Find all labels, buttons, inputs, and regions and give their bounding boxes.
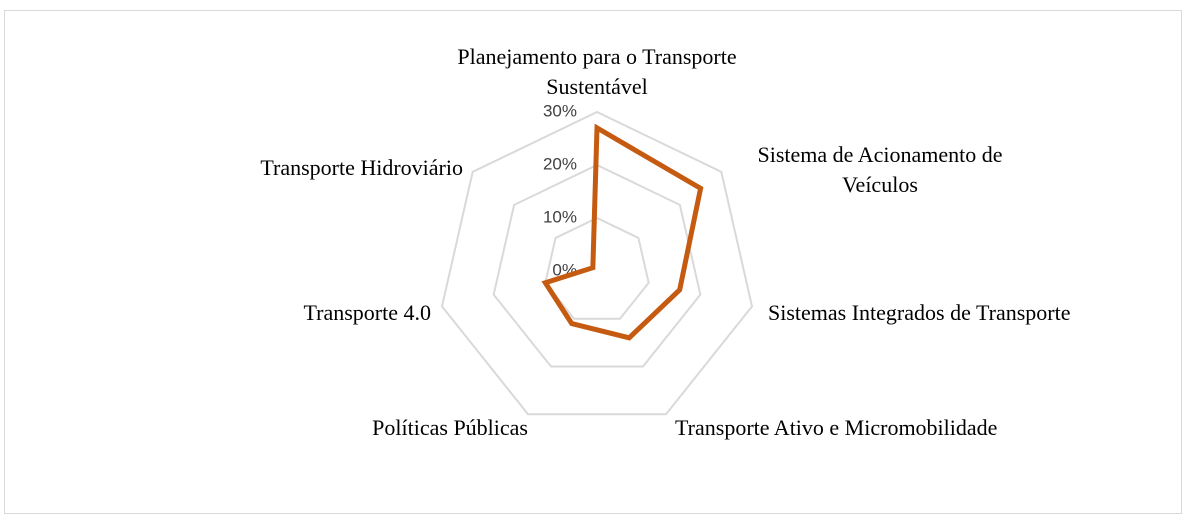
category-label: Transporte Ativo e Micromobilidade <box>675 415 998 440</box>
category-label: Políticas Públicas <box>372 415 528 440</box>
chart-frame <box>4 10 1182 514</box>
category-label: Transporte Hidroviário <box>260 155 463 180</box>
y-tick-label: 10% <box>543 207 577 226</box>
y-tick-label: 20% <box>543 154 577 173</box>
radar-line <box>541 123 704 341</box>
category-label: Transporte 4.0 <box>303 300 431 325</box>
category-label: Sistema de Acionamento de Veículos <box>757 142 1003 197</box>
category-label: Planejamento para o Transporte Sustentáv… <box>457 44 737 99</box>
grid-ring <box>492 163 702 368</box>
grid-ring <box>440 110 754 416</box>
grid-ring <box>544 216 650 320</box>
category-label: Sistemas Integrados de Transporte <box>768 300 1071 325</box>
y-tick-label: 30% <box>543 101 577 120</box>
